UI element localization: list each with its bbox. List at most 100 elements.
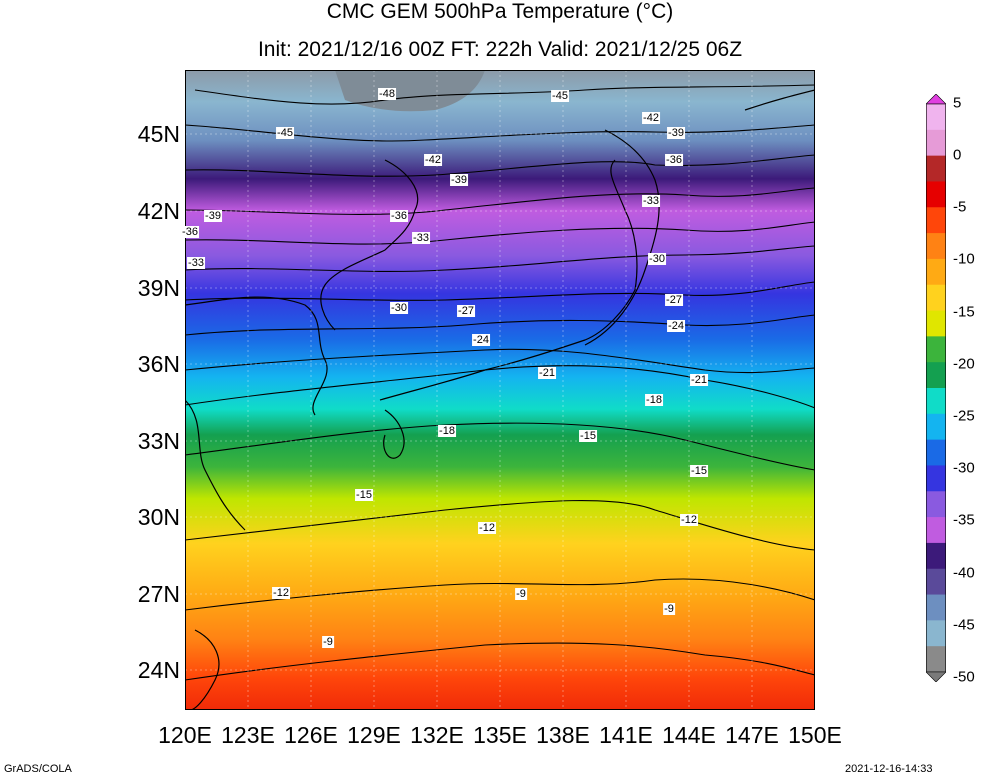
colorbar-label: -15 xyxy=(953,303,975,321)
colorbar-segment xyxy=(926,465,946,492)
lon-label: 129E xyxy=(347,722,401,748)
contour-label: -45 xyxy=(551,90,569,102)
contour-label: -48 xyxy=(378,88,396,100)
lat-label: 42N xyxy=(137,198,180,224)
contour-label: -30 xyxy=(390,302,408,314)
coastlines xyxy=(185,89,815,710)
lon-label: 138E xyxy=(536,722,590,748)
lat-label: 24N xyxy=(137,657,180,683)
lat-label: 36N xyxy=(137,351,180,377)
colorbar-segment xyxy=(926,155,946,182)
colorbar-segment xyxy=(926,207,946,234)
contour-label: -12 xyxy=(272,587,290,599)
lon-label: 126E xyxy=(284,722,338,748)
colorbar-segment xyxy=(926,594,946,621)
contour-label: -33 xyxy=(412,232,430,244)
colorbar-label: -40 xyxy=(953,564,975,582)
colorbar-label: -45 xyxy=(953,616,975,634)
colorbar-label: -20 xyxy=(953,355,975,373)
contour-label: -21 xyxy=(538,367,556,379)
contour-label: -12 xyxy=(478,522,496,534)
title-line-2: Init: 2021/12/16 00Z FT: 222h Valid: 202… xyxy=(257,38,743,61)
colorbar-segment xyxy=(926,517,946,544)
colorbar-segment xyxy=(926,284,946,312)
colorbar-segment xyxy=(926,258,946,286)
colorbar-segment xyxy=(926,336,946,363)
contour-label: -27 xyxy=(457,305,475,317)
colorbar-segment xyxy=(926,310,946,337)
colorbar-segment xyxy=(926,233,946,260)
colorbar-label: 5 xyxy=(953,94,962,112)
colorbar-segment xyxy=(926,646,946,673)
contour-label: -30 xyxy=(648,253,666,265)
contour-label: -27 xyxy=(665,294,683,306)
contour-label: -36 xyxy=(665,154,683,166)
lon-label: 132E xyxy=(410,722,464,748)
colorbar-segment xyxy=(926,542,946,570)
lon-label: 150E xyxy=(788,722,842,748)
colorbar-label: 0 xyxy=(953,146,962,164)
colorbar-label: -35 xyxy=(953,511,975,529)
lon-label: 123E xyxy=(221,722,275,748)
contour-label: -15 xyxy=(579,430,597,442)
contour-label: -33 xyxy=(642,195,660,207)
contour-label: -45 xyxy=(276,127,294,139)
colorbar-label: -50 xyxy=(953,668,975,686)
footer-timestamp: 2021-12-16-14:33 xyxy=(845,763,933,775)
lat-label: 30N xyxy=(137,504,180,530)
lon-label: 147E xyxy=(725,722,779,748)
lon-label: 141E xyxy=(599,722,653,748)
temperature-map xyxy=(185,70,815,710)
lon-label: 120E xyxy=(158,722,212,748)
footer-credit: GrADS/COLA xyxy=(4,763,72,775)
colorbar-segment xyxy=(926,362,946,389)
colorbar-segment xyxy=(926,568,946,596)
lat-label: 33N xyxy=(137,428,180,454)
lat-label: 39N xyxy=(137,275,180,301)
colorbar-label: -10 xyxy=(953,250,975,268)
contour-lines xyxy=(185,84,815,681)
contour-label: -9 xyxy=(663,603,675,615)
colorbar-segment xyxy=(926,181,946,208)
contour-label: -18 xyxy=(438,425,456,437)
lat-label: 27N xyxy=(137,581,180,607)
contour-label: -36 xyxy=(390,210,408,222)
colorbar-label: -25 xyxy=(953,407,975,425)
contour-label: -15 xyxy=(690,465,708,477)
temperature-field xyxy=(185,70,815,710)
colorbar-top-arrow xyxy=(926,94,946,105)
colorbar-bottom-arrow xyxy=(926,671,946,682)
grid-lines xyxy=(185,70,815,710)
contour-label: -39 xyxy=(667,127,685,139)
colorbar-label: -5 xyxy=(953,198,967,216)
colorbar-segment xyxy=(926,439,946,466)
contour-label: -39 xyxy=(450,174,468,186)
colorbar-segment xyxy=(926,491,946,518)
lat-label: 45N xyxy=(137,121,180,147)
colorbar-segment xyxy=(926,388,946,415)
contour-label: -9 xyxy=(322,636,334,648)
colorbar-segment xyxy=(926,620,946,647)
contour-label: -12 xyxy=(680,514,698,526)
contour-label: -9 xyxy=(515,588,527,600)
contour-label: -18 xyxy=(645,394,663,406)
lon-label: 135E xyxy=(473,722,527,748)
title-line-1: CMC GEM 500hPa Temperature (°C) xyxy=(326,0,674,23)
colorbar-segment xyxy=(926,104,946,131)
contour-label: -15 xyxy=(355,489,373,501)
cold-pool xyxy=(335,70,485,112)
lon-label: 144E xyxy=(662,722,716,748)
contour-label: -42 xyxy=(642,112,660,124)
contour-label: -21 xyxy=(690,374,708,386)
contour-label: -33 xyxy=(187,257,205,269)
contour-label: -39 xyxy=(204,210,222,222)
contour-label: -24 xyxy=(667,320,685,332)
contour-label: -36 xyxy=(181,226,199,238)
colorbar-label: -30 xyxy=(953,459,975,477)
colorbar xyxy=(926,94,946,682)
colorbar-segment xyxy=(926,129,946,157)
contour-label: -24 xyxy=(472,334,490,346)
contour-label: -42 xyxy=(424,154,442,166)
map-frame xyxy=(185,70,815,710)
colorbar-segment xyxy=(926,413,946,441)
